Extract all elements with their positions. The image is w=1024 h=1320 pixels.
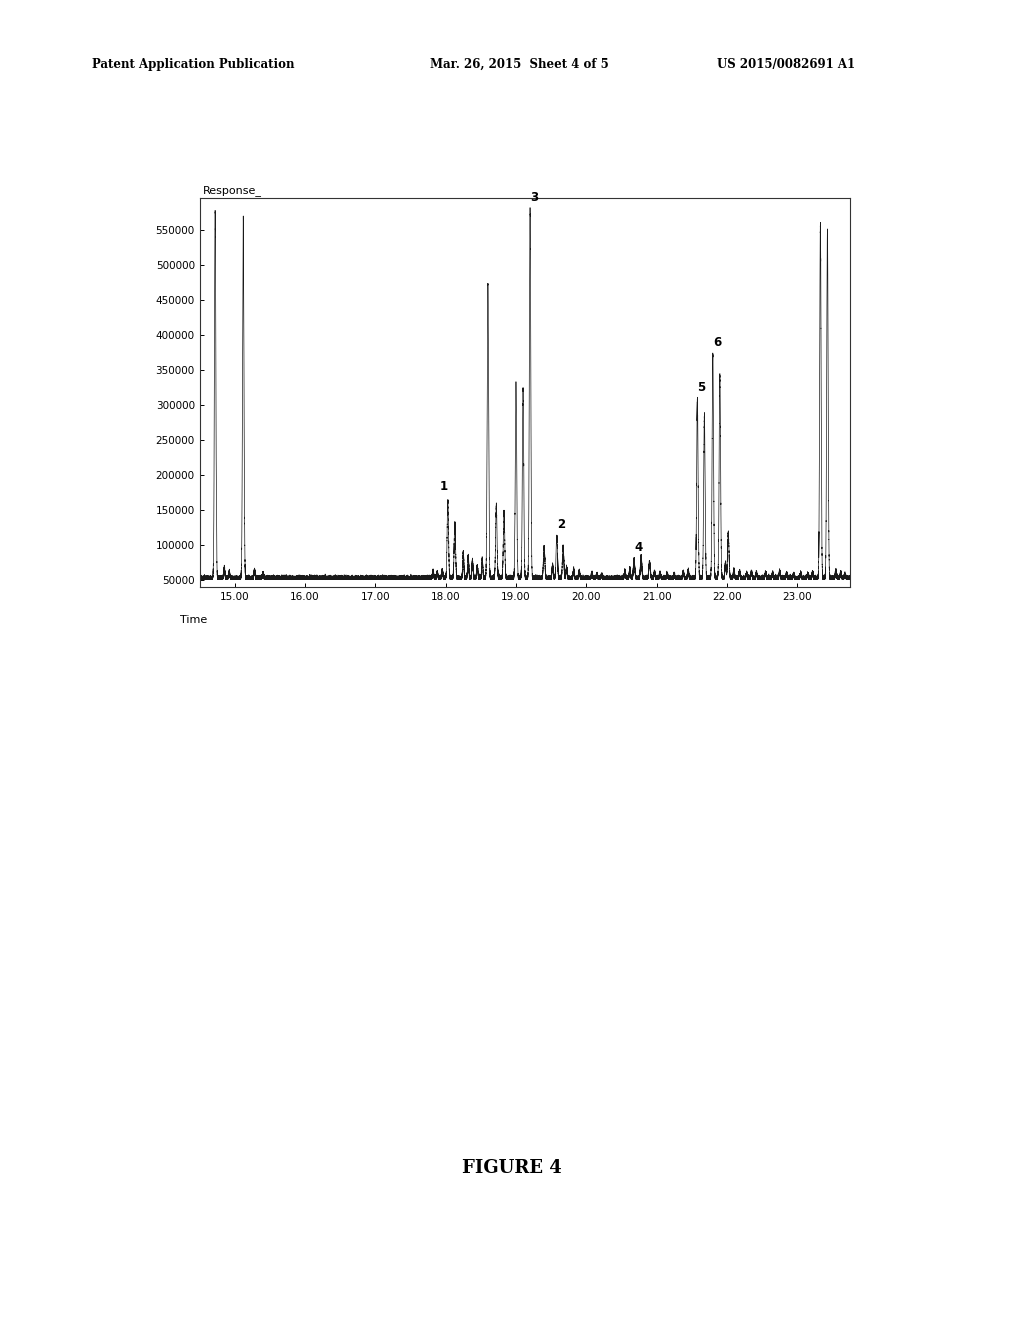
Text: FIGURE 4: FIGURE 4 xyxy=(462,1159,562,1177)
Text: Response_: Response_ xyxy=(203,185,262,197)
Text: Time: Time xyxy=(180,615,208,624)
Text: 6: 6 xyxy=(713,335,721,348)
Text: 1: 1 xyxy=(439,479,447,492)
Text: 5: 5 xyxy=(697,380,706,393)
Text: US 2015/0082691 A1: US 2015/0082691 A1 xyxy=(717,58,855,71)
Text: Mar. 26, 2015  Sheet 4 of 5: Mar. 26, 2015 Sheet 4 of 5 xyxy=(430,58,609,71)
Text: 2: 2 xyxy=(557,519,565,531)
Text: Patent Application Publication: Patent Application Publication xyxy=(92,58,295,71)
Text: 3: 3 xyxy=(530,191,539,205)
Text: 4: 4 xyxy=(634,541,642,554)
